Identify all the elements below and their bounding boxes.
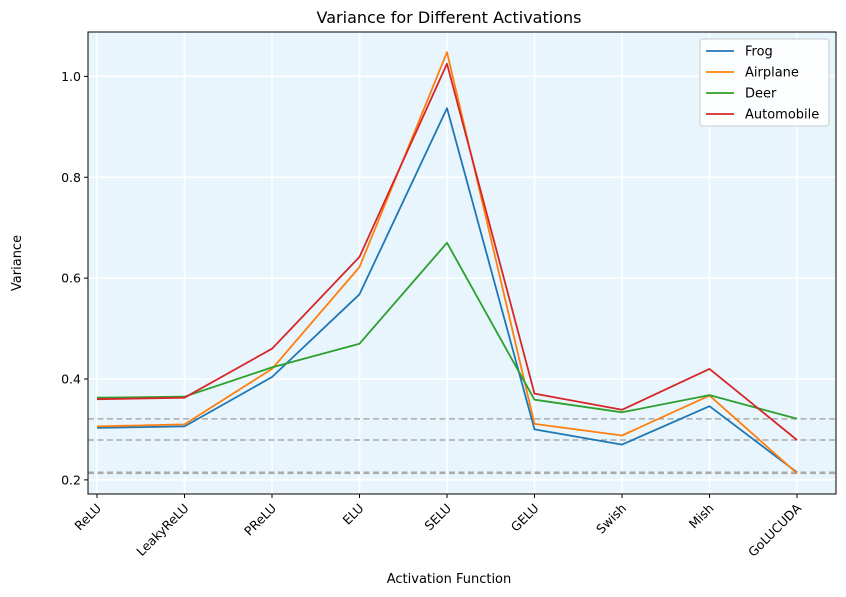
x-tick-label: GoLUCUDA [745,500,804,559]
plot-frame [87,31,837,495]
series-line-airplane [96,51,798,474]
x-axis-ticks: ReLU LeakyReLU PReLU ELU SELU GELU Swish Mish Go… [71,494,804,560]
y-tick-label: 0.8 [61,170,81,185]
legend-label: Deer [745,87,777,102]
y-axis-label: Variance [10,235,25,291]
legend-box [699,38,830,127]
series-line-deer [96,241,798,420]
chart-title: Variance for Different Activations [317,8,582,27]
legend: Frog Airplane Deer Automobile [699,38,830,127]
y-tick-label: 0.2 [61,472,81,487]
series-lines [96,51,798,474]
x-tick-label: GELU [508,501,542,535]
legend-label: Automobile [745,108,819,123]
y-tick-label: 0.6 [61,271,81,286]
legend-label: Frog [745,45,773,60]
x-axis-label: Activation Function [387,572,512,587]
reference-lines [88,418,836,475]
y-axis-ticks: 0.2 0.4 0.6 0.8 1.0 [61,69,88,487]
y-tick-label: 1.0 [61,69,81,84]
x-tick-label: PReLU [241,501,279,539]
series-line-automobile [96,62,798,441]
x-tick-label: ELU [339,501,366,528]
legend-label: Airplane [745,66,799,81]
x-tick-label: ReLU [71,501,104,534]
x-tick-label: SELU [421,501,454,534]
x-tick-label: LeakyReLU [133,501,191,559]
y-tick-label: 0.4 [61,372,81,387]
x-tick-label: Swish [593,501,629,537]
series-line-frog [96,107,798,474]
x-tick-label: Mish [686,501,717,532]
